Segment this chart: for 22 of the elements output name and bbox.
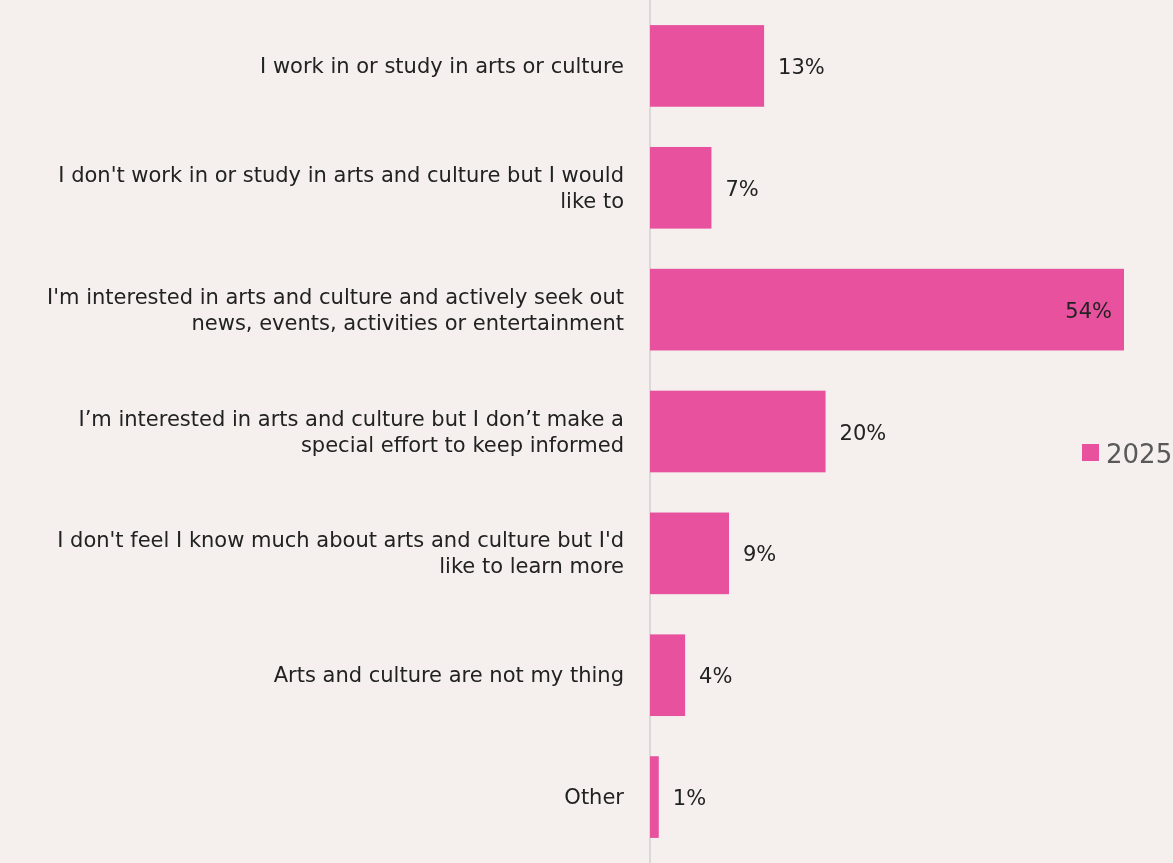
bar — [650, 390, 826, 473]
data-label: 1% — [672, 786, 707, 811]
y-tick-label: I'm interested in arts and culture and actively seek out news, events, activities or entertainment — [47, 284, 624, 335]
data-label: 54% — [1065, 298, 1112, 323]
data-label: 4% — [699, 664, 733, 689]
data-label: 13% — [778, 54, 825, 79]
bar — [650, 146, 712, 229]
data-label: 20% — [839, 420, 887, 445]
y-tick-label: I’m interested in arts and culture but I don’t make a special effort to keep informed — [78, 406, 624, 457]
legend-label: 2025 — [1106, 439, 1173, 469]
bar — [650, 634, 686, 717]
data-label: 7% — [725, 176, 759, 201]
y-tick-label: I work in or study in arts or culture — [260, 53, 624, 78]
y-tick-label: I don't feel I know much about arts and culture but I'd like to learn more — [57, 528, 624, 579]
bar — [650, 268, 1124, 351]
y-tick-label: I don't work in or study in arts and culture but I would like to — [58, 162, 624, 213]
data-label: 9% — [743, 542, 777, 567]
bar — [650, 756, 659, 838]
bar — [650, 25, 765, 107]
y-tick-label: Arts and culture are not my thing — [273, 663, 624, 688]
bar — [650, 512, 729, 595]
y-tick-label: Other — [564, 785, 625, 810]
